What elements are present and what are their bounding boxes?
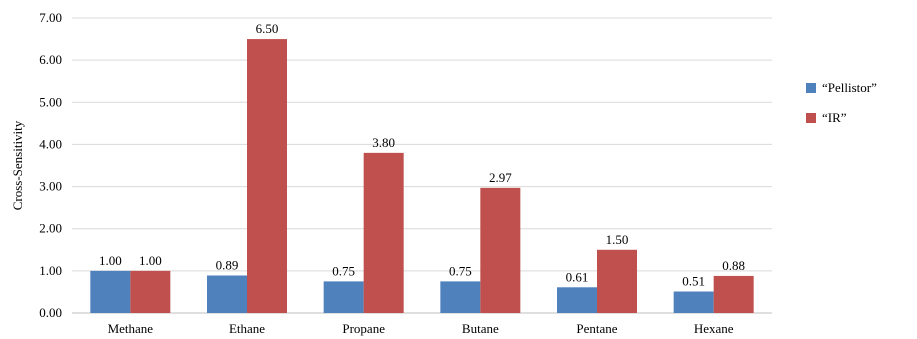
x-category-label: Pentane <box>576 321 617 336</box>
y-tick-label: 1.00 <box>39 263 62 278</box>
bar-pellistor <box>323 281 364 313</box>
data-labels: 1.00 1.00 0.89 6.50 0.75 3.80 0.75 2.97 0.61 1.50… <box>99 21 745 288</box>
y-axis-ticks: 0.00 1.00 2.00 3.00 4.00 5.00 6.00 7.00 <box>39 10 62 320</box>
y-tick-label: 3.00 <box>39 179 62 194</box>
data-label: 0.75 <box>449 263 472 278</box>
bar-ir <box>363 152 404 313</box>
x-category-label: Hexane <box>694 321 734 336</box>
legend-swatch <box>806 113 816 123</box>
bar-pellistor <box>90 270 131 313</box>
data-label: 0.61 <box>566 269 589 284</box>
legend: “Pellistor” “IR” <box>806 80 877 125</box>
bar-ir <box>247 39 287 313</box>
x-axis-categories: Methane Ethane Propane Butane Pentane Hexane <box>108 321 734 336</box>
data-label: 0.89 <box>216 257 239 272</box>
y-tick-label: 5.00 <box>39 94 62 109</box>
x-category-label: Propane <box>342 321 385 336</box>
bar-ir <box>130 270 171 313</box>
bar-pellistor <box>673 291 714 313</box>
data-label: 3.80 <box>372 135 395 150</box>
bar-ir <box>713 275 754 313</box>
y-axis-title: Cross-Sensitivity <box>10 120 25 210</box>
y-tick-label: 7.00 <box>39 10 62 25</box>
x-category-label: Ethane <box>229 321 265 336</box>
x-category-label: Methane <box>108 321 154 336</box>
data-label: 1.00 <box>139 253 162 268</box>
legend-label: “Pellistor” <box>822 80 877 95</box>
data-label: 1.00 <box>99 253 122 268</box>
legend-label: “IR” <box>822 110 847 125</box>
x-category-label: Butane <box>462 321 499 336</box>
data-label: 2.97 <box>489 170 512 185</box>
bar-pellistor <box>207 275 247 313</box>
bar-pellistor <box>557 287 597 313</box>
y-tick-label: 2.00 <box>39 221 62 236</box>
data-label: 0.88 <box>722 258 745 273</box>
y-tick-label: 6.00 <box>39 52 62 67</box>
bar-pellistor <box>440 281 481 313</box>
bar-ir <box>480 187 521 313</box>
data-label: 0.51 <box>682 274 705 289</box>
y-tick-label: 4.00 <box>39 136 62 151</box>
data-label: 0.75 <box>332 263 355 278</box>
legend-swatch <box>806 83 816 93</box>
bars <box>90 39 754 313</box>
bar-ir <box>597 249 637 313</box>
gridlines <box>72 17 772 314</box>
y-tick-label: 0.00 <box>39 305 62 320</box>
data-label: 6.50 <box>256 21 279 36</box>
data-label: 1.50 <box>606 232 629 247</box>
